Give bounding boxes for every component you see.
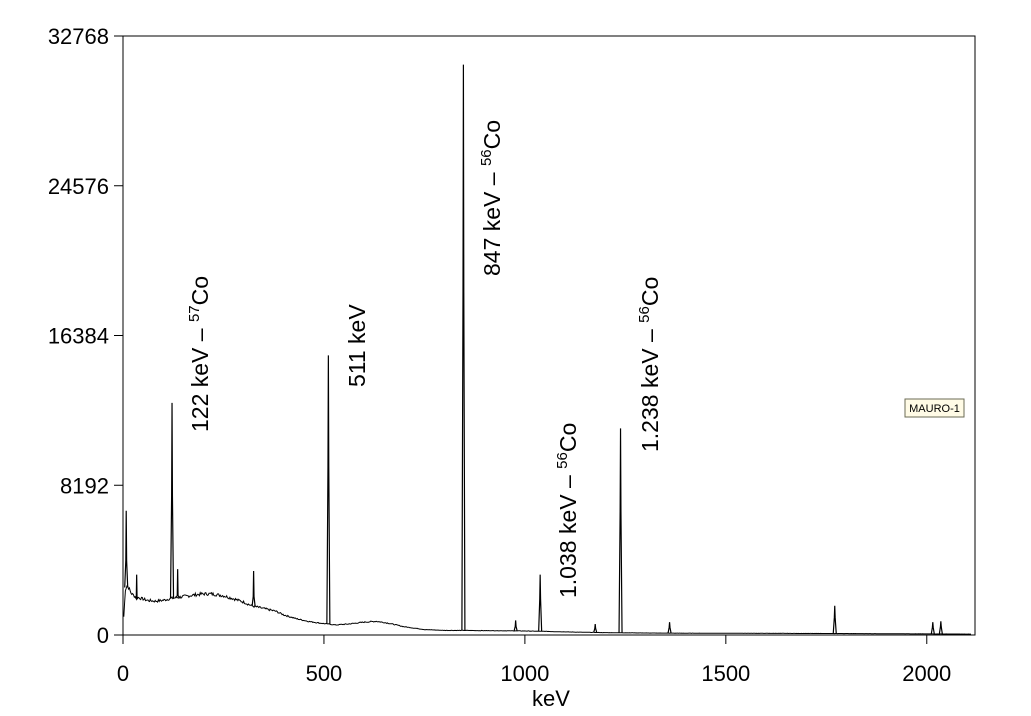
- peak-spike: [251, 571, 256, 607]
- x-tick-label: 1500: [701, 661, 750, 686]
- peak-spike: [461, 64, 466, 631]
- legend-box: [904, 398, 965, 418]
- peak-spike: [513, 620, 518, 632]
- peak-annotations: 122 keV – 57Co 511 keV 847 keV – 56Co 1.…: [186, 120, 663, 598]
- peak-spike: [938, 621, 943, 635]
- y-tick-label: 32768: [48, 24, 109, 49]
- peak-spike: [593, 623, 598, 633]
- y-axis: 0 8192 16384 24576 32768: [48, 24, 123, 648]
- y-tick-label: 0: [97, 623, 109, 648]
- series-legend: MAURO-1: [904, 398, 965, 418]
- peak-spike: [124, 510, 129, 588]
- legend-label: MAURO-1: [909, 403, 960, 415]
- annotation-co56-1038: 1.038 keV – 56Co: [554, 423, 581, 598]
- peak-spike: [326, 355, 331, 625]
- x-tick-label: 1000: [500, 661, 549, 686]
- peak-spike: [175, 569, 180, 598]
- plot-frame: [122, 35, 976, 636]
- peak-spike: [667, 622, 672, 634]
- peak-spike: [169, 402, 175, 599]
- y-tick-label: 24576: [48, 174, 109, 199]
- peak-spike: [832, 605, 837, 634]
- x-tick-label: 2000: [902, 661, 951, 686]
- x-axis: 0 500 1000 1500 2000: [117, 635, 951, 686]
- spectrum-series-line: [123, 585, 971, 635]
- annotation-co56-1238: 1.238 keV – 56Co: [636, 277, 663, 452]
- y-tick-label: 16384: [48, 324, 109, 349]
- x-tick-label: 0: [117, 661, 129, 686]
- y-tick-label: 8192: [60, 473, 109, 498]
- annotation-co57-122: 122 keV – 57Co: [186, 276, 213, 432]
- annotation-co56-847: 847 keV – 56Co: [478, 120, 505, 276]
- peak-marks: [124, 64, 943, 635]
- annotation-511: 511 keV: [344, 304, 370, 387]
- peak-spike: [538, 574, 543, 632]
- x-axis-label: keV: [532, 686, 570, 711]
- peak-spike: [134, 574, 139, 601]
- peak-spike: [618, 428, 623, 633]
- peak-spike: [930, 622, 935, 635]
- x-tick-label: 500: [306, 661, 343, 686]
